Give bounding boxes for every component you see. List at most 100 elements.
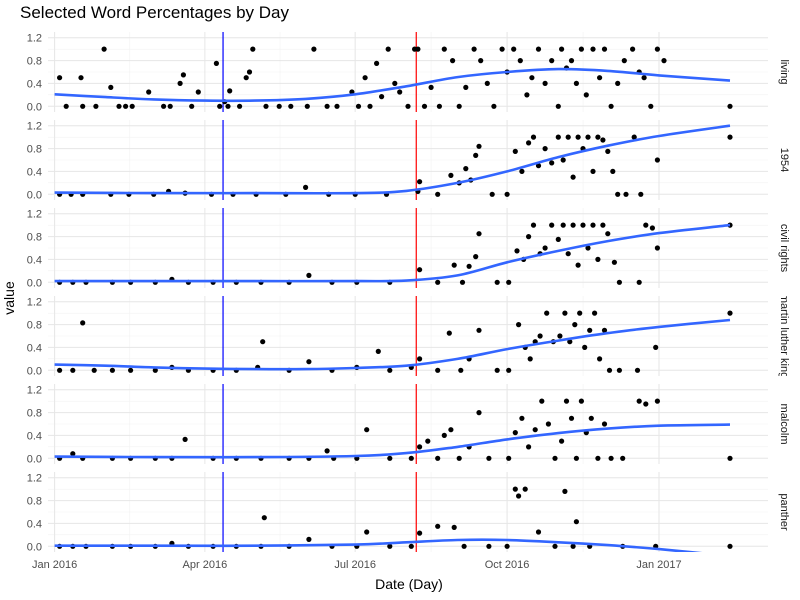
data-point [559, 438, 565, 444]
x-tick-label: Jan 2017 [636, 559, 681, 571]
y-tick-label: 0.0 [27, 101, 42, 113]
data-point [562, 488, 568, 494]
data-point [306, 536, 312, 543]
data-point [590, 46, 596, 52]
data-point [506, 367, 512, 373]
data-point [560, 157, 566, 163]
data-point [334, 103, 340, 109]
smooth-line [54, 67, 731, 103]
chart-title: Selected Word Percentages by Day [20, 3, 289, 22]
data-point [463, 166, 469, 172]
data-point [441, 432, 447, 438]
data-point [654, 46, 661, 52]
data-point [504, 191, 510, 197]
data-point [417, 530, 423, 536]
y-tick-label: 1.2 [27, 473, 42, 485]
data-point [542, 245, 548, 251]
data-point [506, 455, 512, 461]
data-point [451, 524, 457, 531]
y-tick-label: 1.2 [27, 209, 42, 221]
facet-strip-label: panther [778, 493, 790, 531]
data-point [578, 46, 585, 52]
data-point [578, 398, 585, 404]
data-point [324, 448, 330, 454]
data-point [417, 356, 423, 362]
data-point [57, 75, 63, 81]
smooth-line [54, 223, 731, 283]
data-point [261, 515, 267, 521]
facet-strip: living [778, 59, 790, 84]
data-point [616, 367, 623, 373]
data-point [532, 427, 538, 433]
data-point [512, 430, 518, 436]
data-point [567, 339, 573, 345]
data-point [573, 80, 580, 86]
data-point [109, 367, 115, 373]
data-point [592, 310, 598, 316]
data-point [237, 103, 243, 109]
facet-strip: panther [778, 493, 790, 531]
data-point [557, 333, 563, 339]
data-point [417, 179, 423, 185]
data-point [70, 451, 76, 457]
data-point [448, 427, 454, 433]
y-tick-label: 0.0 [27, 541, 42, 553]
data-point [568, 58, 575, 64]
data-point [727, 103, 733, 109]
data-point [91, 367, 97, 373]
y-tick-label: 0.8 [27, 56, 42, 68]
data-point [588, 415, 594, 421]
data-point [555, 103, 561, 109]
data-point [379, 94, 385, 100]
data-point [306, 272, 312, 278]
data-point [610, 168, 616, 174]
data-point [634, 367, 641, 373]
data-point [516, 493, 522, 499]
data-point [177, 80, 183, 86]
y-tick-label: 0.0 [27, 189, 42, 201]
data-point [601, 46, 608, 52]
y-axis-title: value [1, 281, 17, 315]
data-point [590, 222, 596, 228]
data-point [641, 75, 647, 81]
data-point [616, 279, 623, 285]
data-point [476, 327, 482, 333]
data-point [78, 75, 84, 81]
data-point [473, 254, 479, 260]
data-point [456, 455, 462, 461]
facet-strip: 1954 [778, 148, 790, 172]
data-point [727, 310, 733, 316]
data-point [484, 80, 490, 86]
data-point [582, 344, 588, 350]
data-point [463, 84, 469, 90]
data-point [549, 222, 555, 228]
data-point [436, 103, 442, 109]
data-point [517, 58, 523, 64]
data-point [491, 103, 497, 109]
x-axis: Jan 2016 Apr 2016 Jul 2016 Oct 2016 Jan 2017 [32, 559, 682, 571]
facet-strip: martin luther king [778, 296, 790, 376]
data-point [535, 529, 542, 535]
data-point [397, 89, 403, 95]
data-point [519, 168, 525, 174]
data-point [456, 103, 462, 109]
data-point [441, 46, 447, 52]
data-point [93, 103, 99, 109]
y-tick-label: 0.4 [27, 78, 42, 90]
data-point [494, 279, 500, 285]
data-point [654, 398, 661, 404]
facet-panel: 0.0 0.4 0.8 1.2 living [27, 32, 790, 113]
data-point [631, 134, 637, 140]
data-point [608, 103, 614, 109]
y-tick-label: 0.4 [27, 254, 42, 266]
data-point [182, 436, 188, 442]
panels-layer: 0.0 0.4 0.8 1.2 living 0.0 0.4 0.8 1.2 1954 0.0 0.4… [27, 32, 790, 571]
data-point [585, 245, 591, 251]
y-tick-label: 0.4 [27, 166, 42, 178]
data-point [605, 231, 611, 237]
data-point [250, 46, 256, 52]
y-tick-label: 0.0 [27, 453, 42, 465]
x-axis-title: Date (Day) [375, 576, 443, 592]
y-tick-label: 1.2 [27, 33, 42, 45]
data-point [620, 455, 626, 461]
